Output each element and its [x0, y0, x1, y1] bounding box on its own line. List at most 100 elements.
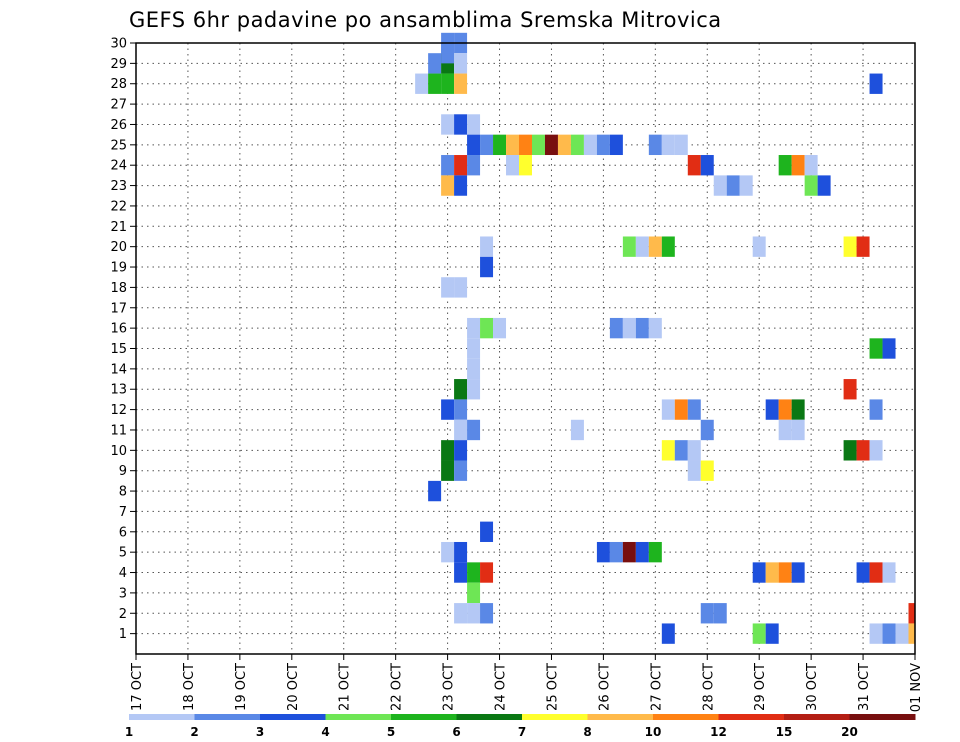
data-cell [882, 562, 896, 583]
data-cell [869, 73, 883, 94]
data-cell [583, 134, 597, 156]
data-cell [622, 236, 636, 257]
y-tick-label: 17 [110, 301, 127, 316]
data-cell [467, 358, 481, 380]
data-cell [752, 236, 766, 257]
x-tick-label: 27 OCT [649, 663, 664, 711]
colorbar-label: 3 [256, 725, 264, 739]
y-tick-label: 13 [110, 383, 127, 398]
x-tick-label: 18 OCT [182, 663, 197, 711]
y-axis-ticks: 1234567891011121314151617181920212223242… [110, 37, 136, 642]
data-cell [596, 134, 610, 156]
y-tick-label: 29 [110, 57, 127, 72]
x-tick-label: 19 OCT [234, 663, 249, 711]
colorbar-swatch [391, 714, 457, 720]
data-cell [519, 134, 532, 156]
colorbar-swatch [784, 714, 850, 720]
data-cell [856, 562, 870, 583]
data-cell [454, 175, 468, 196]
data-cell [480, 134, 494, 156]
colorbar-label: 2 [190, 725, 198, 739]
data-cell [480, 317, 494, 339]
x-tick-label: 20 OCT [286, 663, 301, 711]
data-cell [856, 440, 870, 461]
x-axis-ticks: 17 OCT 18 OCT 19 OCT 20 OCT 21 OCT 22 OCT 23 O… [130, 654, 924, 712]
data-cell [441, 114, 455, 135]
data-cell [661, 623, 675, 644]
y-tick-label: 19 [110, 261, 127, 276]
data-cell [428, 480, 442, 502]
data-cell [726, 175, 740, 196]
y-tick-label: 11 [110, 423, 127, 438]
colorbar-label: 12 [710, 725, 727, 739]
x-tick-label: 28 OCT [701, 663, 716, 711]
data-cell [467, 603, 481, 624]
data-cell [687, 399, 701, 420]
data-cell [661, 134, 675, 156]
data-cell [467, 379, 481, 400]
data-cell [480, 256, 494, 278]
colorbar-swatch [129, 714, 195, 720]
data-cell [661, 399, 675, 420]
data-cell [635, 236, 649, 257]
data-cell [454, 379, 468, 400]
data-cell [454, 399, 468, 420]
y-tick-label: 14 [110, 362, 127, 377]
colorbar-swatch [849, 714, 916, 720]
data-cell [454, 114, 468, 135]
x-tick-label: 29 OCT [753, 663, 768, 711]
data-cell [778, 399, 792, 420]
y-tick-label: 5 [119, 546, 127, 561]
y-tick-label: 18 [110, 281, 127, 296]
data-cell [895, 623, 909, 644]
colorbar-label: 15 [776, 725, 793, 739]
data-cell [570, 134, 584, 156]
data-cell [882, 623, 896, 644]
data-cell [609, 134, 623, 156]
data-cell [791, 562, 805, 583]
colorbar-swatch [260, 714, 326, 720]
x-tick-label: 22 OCT [390, 663, 405, 711]
data-cell [700, 419, 714, 441]
data-cell [596, 541, 610, 563]
colorbar-label: 5 [387, 725, 395, 739]
colorbar-swatch [456, 714, 523, 720]
data-cell [454, 73, 468, 94]
data-cell [648, 541, 662, 563]
y-tick-label: 23 [110, 179, 127, 194]
data-cells [415, 32, 915, 644]
data-cell [570, 419, 584, 441]
data-cell [454, 277, 468, 298]
data-cell [791, 155, 805, 176]
data-cell [713, 603, 727, 624]
data-cell [791, 419, 805, 441]
data-cell [441, 277, 455, 298]
data-cell [557, 134, 571, 156]
data-cell [804, 155, 818, 176]
colorbar: 1 2 3 4 5 6 7 8 10 12 15 20 [125, 714, 916, 739]
data-cell [480, 236, 494, 257]
data-cell [454, 440, 468, 461]
data-cell [908, 603, 915, 624]
x-tick-label: 21 OCT [338, 663, 353, 711]
x-tick-label: 01 NOV [909, 663, 924, 712]
colorbar-label: 1 [125, 725, 133, 739]
data-cell [778, 562, 792, 583]
y-tick-label: 9 [119, 464, 127, 479]
data-cell [765, 562, 779, 583]
data-cell [700, 603, 714, 624]
data-cell [843, 379, 857, 400]
data-cell [441, 73, 455, 94]
colorbar-label: 20 [841, 725, 858, 739]
data-cell [687, 155, 701, 176]
data-cell [687, 460, 701, 481]
x-tick-label: 24 OCT [494, 663, 509, 711]
colorbar-label: 7 [518, 725, 526, 739]
x-tick-label: 26 OCT [597, 663, 612, 711]
data-cell [519, 155, 532, 176]
data-cell [661, 440, 675, 461]
data-cell [493, 317, 507, 339]
data-cell [454, 460, 468, 481]
y-tick-label: 7 [119, 505, 127, 520]
data-cell [622, 541, 636, 563]
